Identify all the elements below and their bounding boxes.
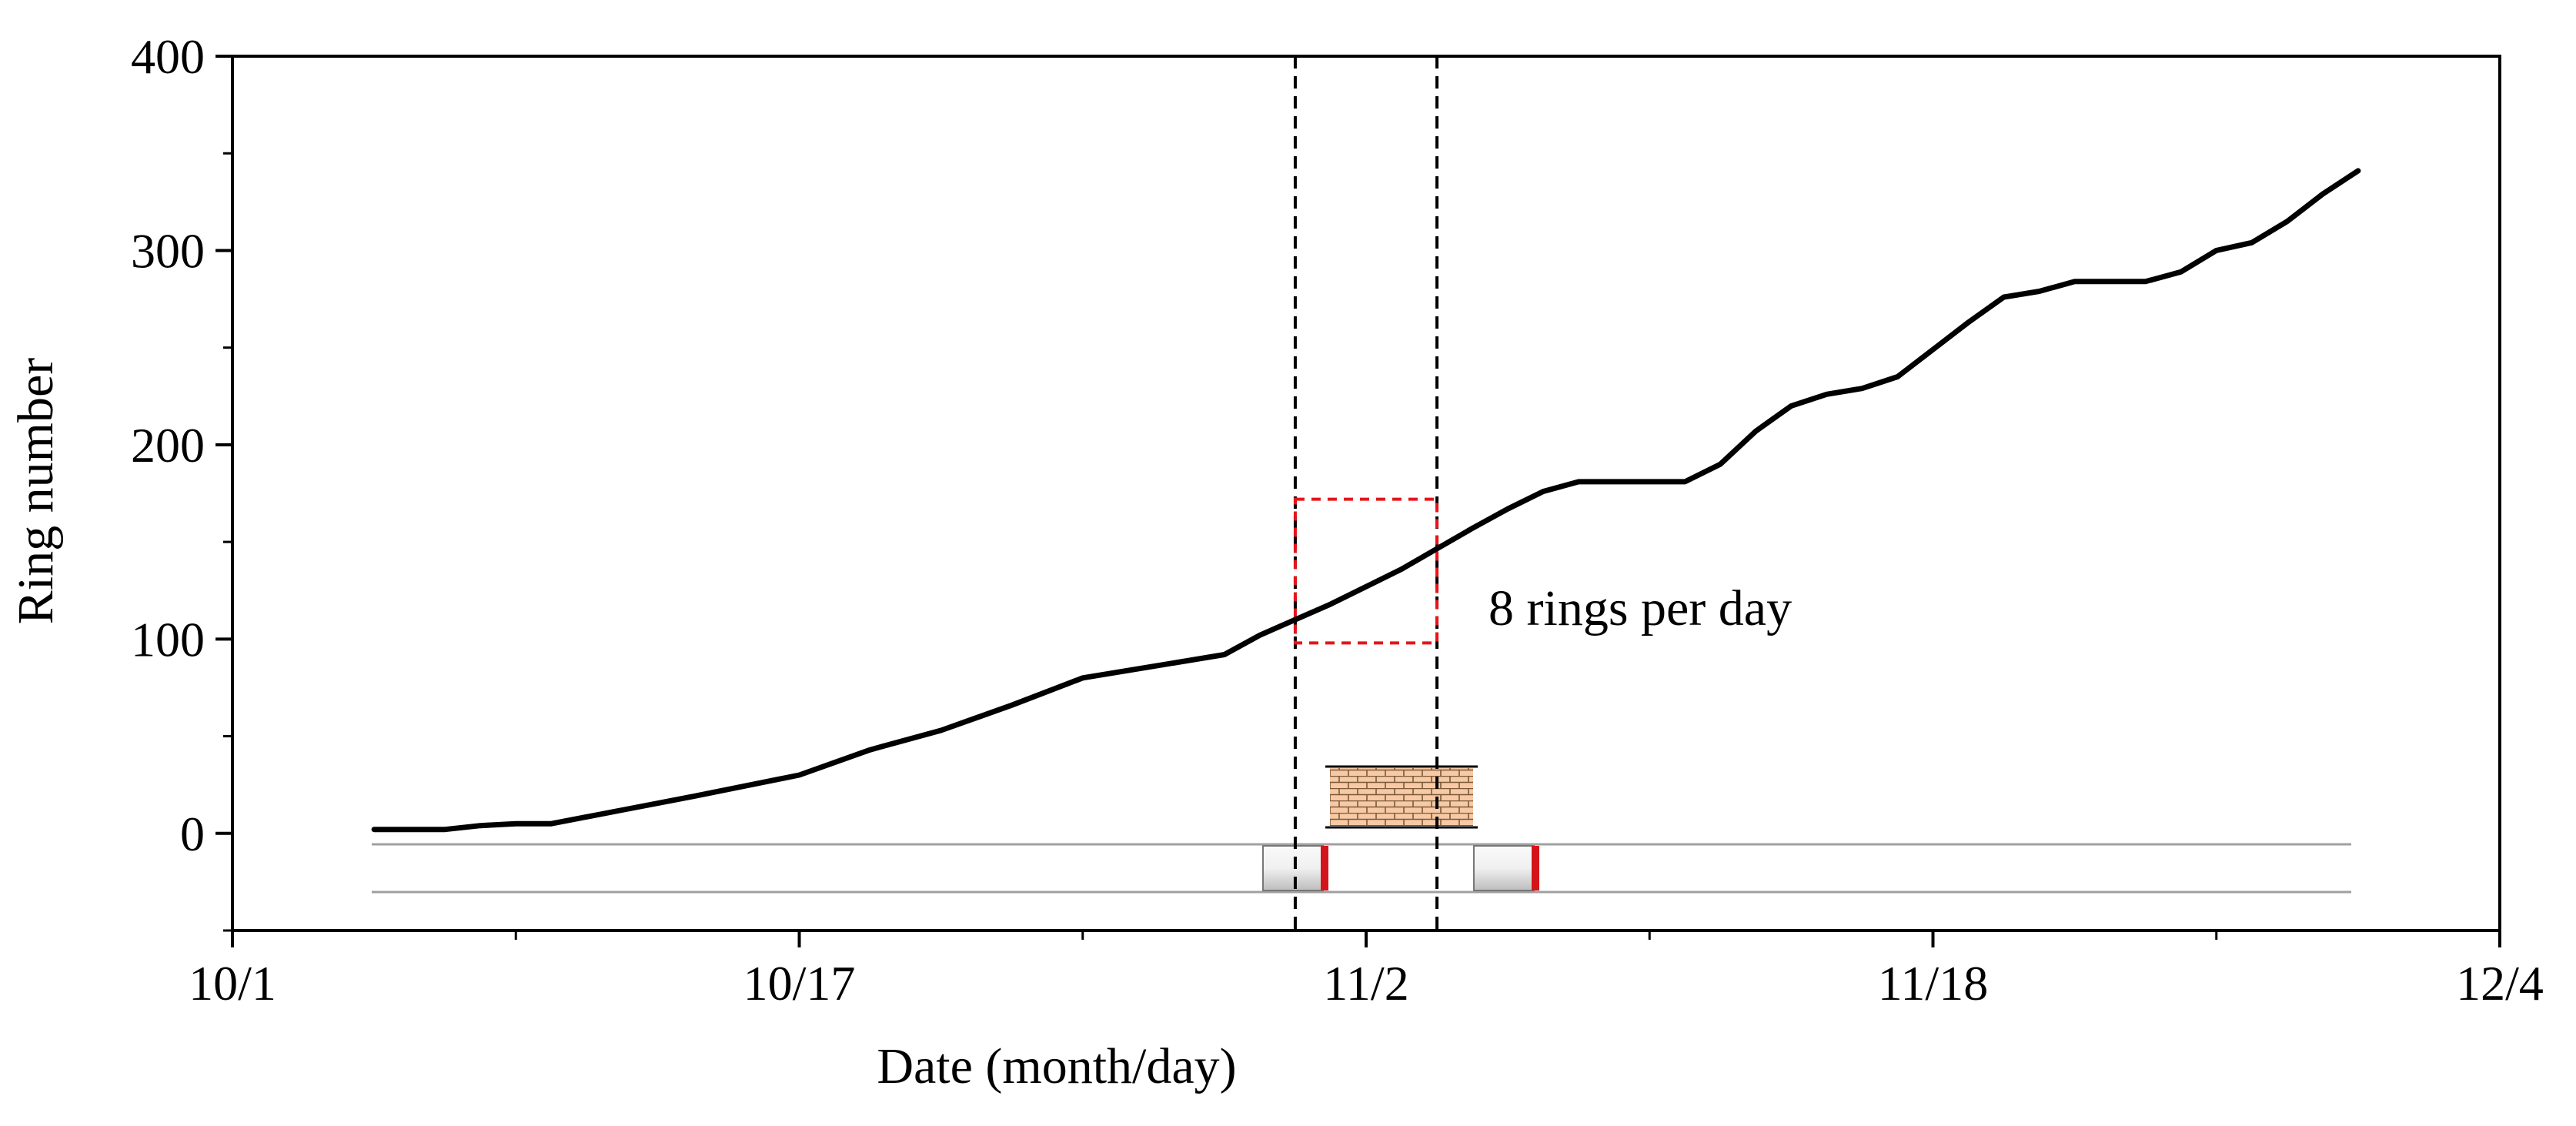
shield-cutter-right (1532, 846, 1539, 890)
chart-axes: 10/1 10/17 11/2 11/18 12/4 0 100 200 300 400 (131, 29, 2544, 1011)
annotation-rings-per-day: 8 rings per day (1488, 580, 1792, 637)
x-tick-label-5: 12/4 (2456, 956, 2544, 1011)
shield-machine-right (1473, 845, 1535, 891)
chart-marks (371, 56, 2361, 931)
x-axis-title: Date (month/day) (877, 1038, 1236, 1094)
y-axis-title: Ring number (8, 358, 64, 624)
x-tick-label-2: 10/17 (743, 956, 856, 1011)
y-tick-label-3: 200 (131, 418, 205, 473)
x-tick-label-1: 10/1 (189, 956, 276, 1011)
tunnel-schematic (372, 843, 2351, 894)
brick-obstacle (1325, 765, 1478, 829)
y-tick-label-4: 300 (131, 223, 205, 278)
x-tick-label-3: 11/2 (1323, 956, 1408, 1011)
series-line-1 (371, 168, 2361, 833)
highlight-box (1293, 497, 1439, 645)
shield-machine-left (1262, 845, 1324, 891)
brick-block (1330, 768, 1473, 826)
y-tick-label-5: 400 (131, 29, 205, 84)
shield-cutter-left (1321, 846, 1328, 890)
y-tick-label-1: 0 (180, 807, 205, 861)
x-tick-label-4: 11/18 (1878, 956, 1988, 1011)
y-tick-label-2: 100 (131, 612, 205, 667)
